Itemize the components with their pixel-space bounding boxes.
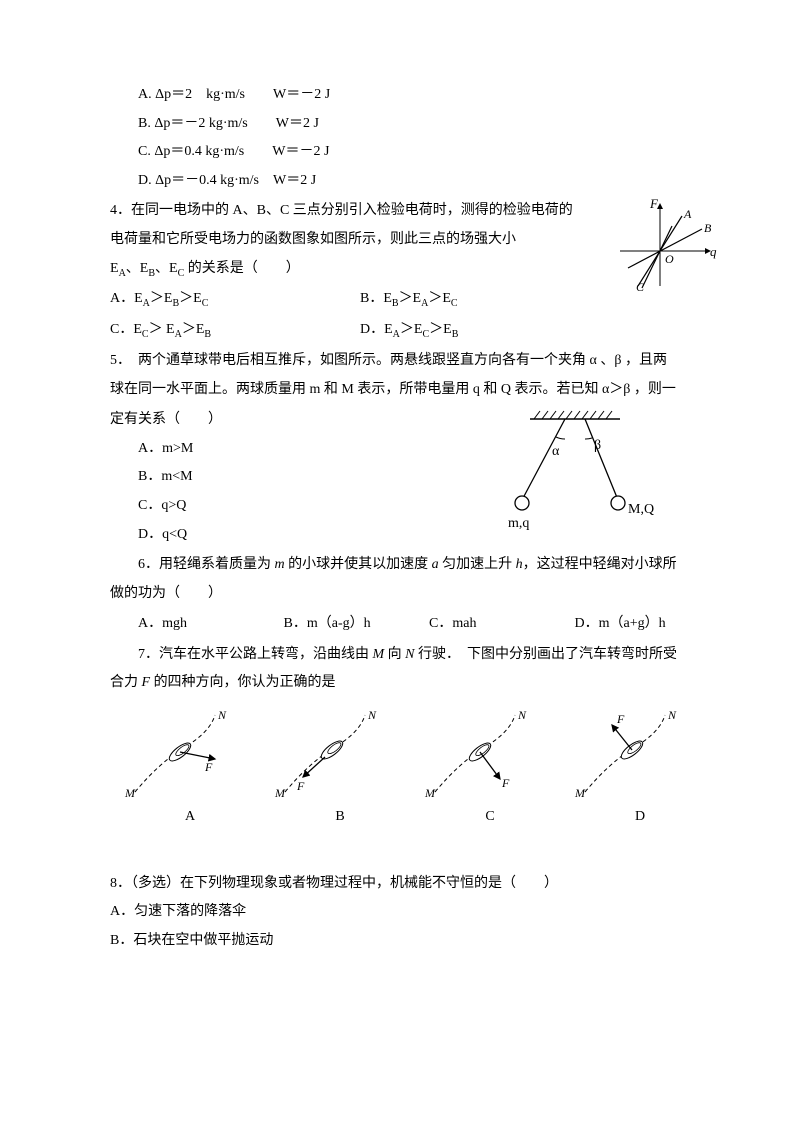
q6-stem-line2: 做的功为（ ）	[110, 581, 720, 608]
q7-stem-line2: 合力 F 的四种方向，你认为正确的是	[110, 670, 720, 697]
q7-label-c: C	[420, 804, 560, 831]
origin-label: O	[665, 252, 674, 266]
q7-stem-line1: 7．汽车在水平公路上转弯，沿曲线由 M 向 N 行驶． 下图中分别画出了汽车转弯…	[110, 642, 720, 669]
q7-figure-c: M N F C	[420, 707, 560, 831]
q5-option-d: D．q<Q	[110, 522, 460, 549]
svg-text:N: N	[517, 708, 527, 722]
q4-stem-line1: 4．在同一电场中的 A、B、C 三点分别引入检验电荷时，测得的检验电荷的	[110, 198, 610, 225]
q4-option-c: C．EC＞ EA＞EB	[110, 317, 360, 344]
q8-option-b: B．石块在空中做平抛运动	[110, 928, 720, 955]
q5-stem-line1: 5． 两个通草球带电后相互推斥，如图所示。两悬线跟竖直方向各有一个夹角 α 、β…	[110, 348, 720, 375]
q8-stem: 8．（多选）在下列物理现象或者物理过程中，机械能不守恒的是（ ）	[110, 871, 720, 898]
q5-option-c: C．q>Q	[110, 493, 460, 520]
left-ball-label: m,q	[508, 516, 529, 531]
q6-stem-line1: 6．用轻绳系着质量为 m 的小球并使其以加速度 a 匀加速上升 h，这过程中轻绳…	[110, 552, 720, 579]
q8-option-a: A．匀速下落的降落伞	[110, 899, 720, 926]
q3-option-d: D. Δp＝－0.4 kg·m/s W＝2 J	[110, 168, 720, 195]
q5-stem-line3: 定有关系（ ）	[110, 407, 460, 434]
q4-option-b: B．EB＞EA＞EC	[360, 286, 610, 313]
q7-figure-b: M N F B	[270, 707, 410, 831]
q4-stem-line3: EA、EB、EC 的关系是（ ）	[110, 256, 610, 283]
q4-option-d: D．EA＞EC＞EB	[360, 317, 610, 344]
q6-option-a: A．mgh	[138, 611, 284, 638]
q7-figure-d: M N F D	[570, 707, 710, 831]
svg-text:M: M	[424, 786, 436, 800]
q3-option-b: B. Δp＝－2 kg·m/s W＝2 J	[110, 111, 720, 138]
q5-figure: α β m,q M,Q	[460, 405, 680, 535]
axis-q-label: q	[710, 244, 717, 259]
q7-label-a: A	[120, 804, 260, 831]
beta-label: β	[594, 438, 601, 453]
q3-option-c: C. Δp＝0.4 kg·m/s W＝－2 J	[110, 139, 720, 166]
q7-figure-a: M N F A	[120, 707, 260, 831]
svg-text:N: N	[667, 708, 677, 722]
svg-text:M: M	[274, 786, 286, 800]
q5-option-a: A．m>M	[110, 436, 460, 463]
q6-option-c: C．mah	[429, 611, 575, 638]
q7-label-b: B	[270, 804, 410, 831]
svg-text:F: F	[616, 712, 625, 726]
svg-text:M: M	[124, 786, 136, 800]
q7-label-d: D	[570, 804, 710, 831]
q4-graph: F q O A B C	[610, 196, 720, 296]
q4-option-a: A．EA＞EB＞EC	[110, 286, 360, 313]
svg-text:M: M	[574, 786, 586, 800]
axis-f-label: F	[649, 196, 659, 211]
svg-text:F: F	[501, 776, 510, 790]
line-c-label: C	[636, 280, 645, 294]
svg-text:N: N	[217, 708, 227, 722]
q4-stem-line2: 电荷量和它所受电场力的函数图象如图所示，则此三点的场强大小	[110, 227, 610, 254]
q6-option-b: B．m（a-g）h	[284, 611, 430, 638]
q5-stem-line2: 球在同一水平面上。两球质量用 m 和 M 表示，所带电量用 q 和 Q 表示。若…	[110, 377, 720, 404]
q3-option-a: A. Δp＝2 kg·m/s W＝－2 J	[110, 82, 720, 109]
svg-text:F: F	[204, 760, 213, 774]
svg-text:N: N	[367, 708, 377, 722]
q6-option-d: D．m（a+g）h	[575, 611, 721, 638]
line-a-label: A	[683, 207, 692, 221]
right-ball-label: M,Q	[628, 502, 654, 517]
line-b-label: B	[704, 221, 712, 235]
q5-option-b: B．m<M	[110, 464, 460, 491]
svg-text:F: F	[296, 779, 305, 793]
alpha-label: α	[552, 444, 560, 459]
